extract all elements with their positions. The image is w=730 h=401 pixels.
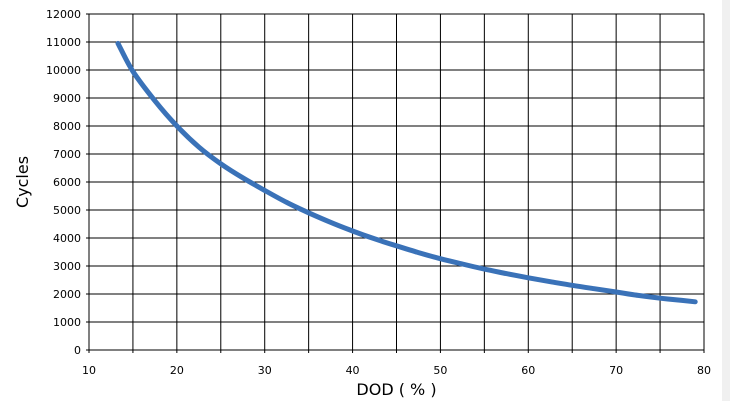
- y-tick-label: 7000: [53, 148, 81, 161]
- y-tick-label: 11000: [46, 36, 81, 49]
- y-tick-label: 8000: [53, 120, 81, 133]
- plot-frame: [88, 13, 705, 351]
- y-tick-label: 2000: [53, 288, 81, 301]
- y-tick-label: 9000: [53, 92, 81, 105]
- tick-label-layer: 10 20 30 40 50 60 70 80 0 1000 2000 3000 4000 5000 600…: [46, 8, 711, 377]
- y-tick-label: 6000: [53, 176, 81, 189]
- x-tick-label: 30: [258, 364, 272, 377]
- y-tick-label: 1000: [53, 316, 81, 329]
- series-line: [115, 40, 698, 305]
- x-tick-label: 60: [521, 364, 535, 377]
- y-tick-label: 10000: [46, 64, 81, 77]
- y-tick-label: 0: [74, 344, 81, 357]
- x-tick-label: 40: [346, 364, 360, 377]
- x-tick-label: 20: [170, 364, 184, 377]
- y-tick-label: 5000: [53, 204, 81, 217]
- series-layer: [115, 40, 698, 305]
- y-tick-label: 4000: [53, 232, 81, 245]
- x-tick-label: 70: [609, 364, 623, 377]
- x-tick-label: 50: [433, 364, 447, 377]
- window-edge: [722, 0, 730, 401]
- x-axis-title: DOD ( % ): [356, 380, 436, 399]
- x-tick-label: 80: [697, 364, 711, 377]
- y-tick-label: 3000: [53, 260, 81, 273]
- y-tick-label: 12000: [46, 8, 81, 21]
- y-axis-title: Cycles: [13, 156, 32, 208]
- x-tick-label: 10: [82, 364, 96, 377]
